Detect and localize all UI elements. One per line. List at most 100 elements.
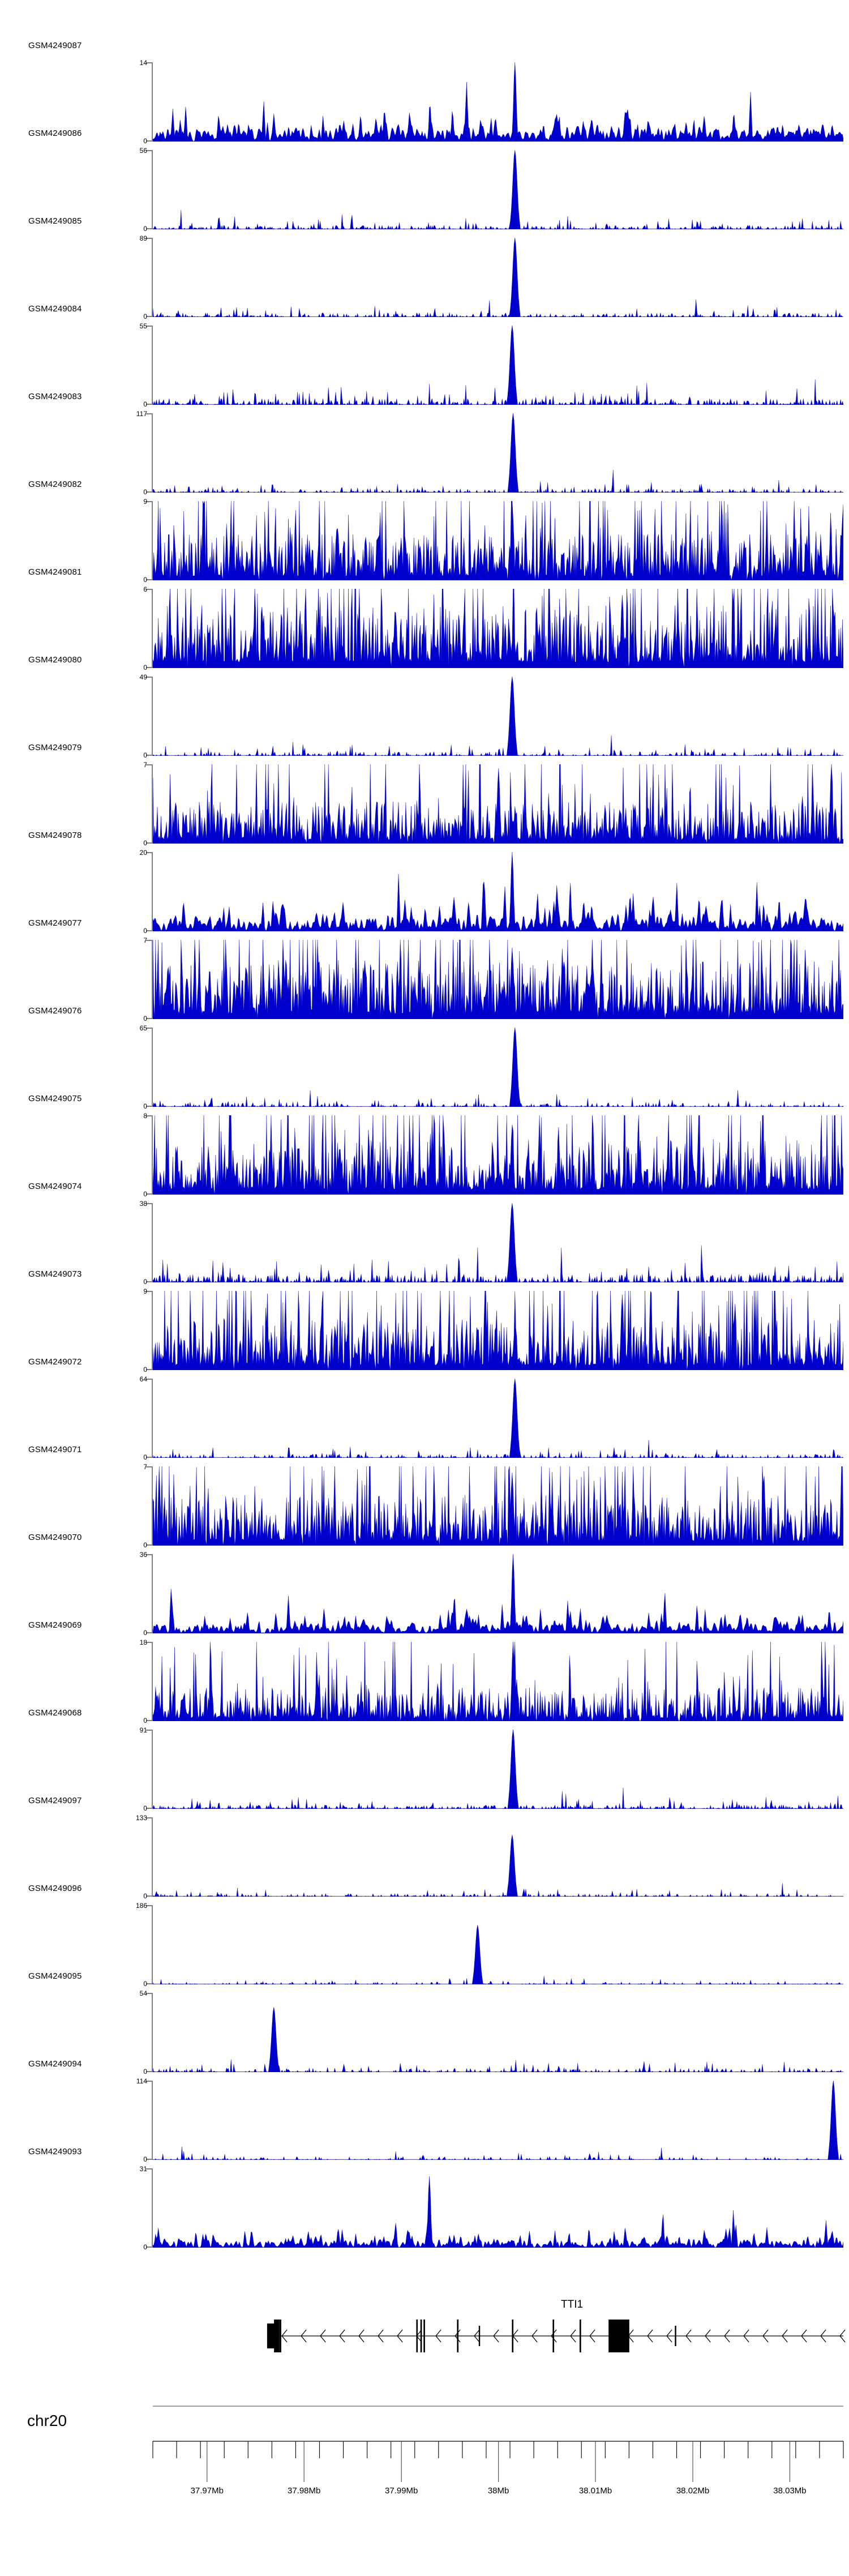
coverage-track[interactable]: GSM4249079 7 0 [0,743,849,846]
coverage-track[interactable]: GSM4249097 133 0 [0,1796,849,1899]
coverage-track[interactable]: GSM4249094 114 0 [0,2059,849,2163]
y-axis-tick-min [146,1193,153,1195]
signal-plot[interactable] [153,1642,843,1721]
track-label-gsm4249079: GSM4249079 [28,743,82,752]
signal-plot[interactable] [153,677,843,756]
coverage-track[interactable]: GSM4249074 38 0 [0,1182,849,1285]
coverage-area [153,238,843,317]
strand-arrow [435,2329,441,2343]
signal-plot[interactable] [153,1554,843,1633]
coverage-track[interactable]: GSM4249082 9 0 [0,480,849,583]
signal-plot[interactable] [153,62,843,142]
chromosome-axis-panel: chr20 37.97Mb 37.98Mb 37.99Mb 38Mb 38.01Mb 38… [0,2389,849,2514]
y-axis-min-label: 0 [143,2155,147,2163]
track-label-gsm4249082: GSM4249082 [28,480,82,489]
axis-tick-label: 38.02Mb [676,2486,709,2496]
coverage-track[interactable]: GSM4249078 20 0 [0,831,849,934]
y-axis: 56 0 [140,147,155,232]
signal-plot[interactable] [153,326,843,405]
signal-plot[interactable] [153,852,843,931]
signal-plot[interactable] [153,238,843,317]
y-axis-line [152,1028,153,1107]
coverage-track[interactable]: GSM4249071 7 0 [0,1445,849,1548]
coverage-track[interactable]: GSM4249083 117 0 [0,392,849,495]
y-axis-tick-max [146,2081,153,2082]
coverage-area [153,1730,843,1809]
coverage-track[interactable]: GSM4249075 8 0 [0,1094,849,1197]
coverage-track[interactable]: GSM4249076 65 0 [0,1006,849,1110]
coverage-track[interactable]: GSM4249093 31 0 [0,2147,849,2250]
signal-plot[interactable] [153,1730,843,1809]
strand-arrow [531,2329,538,2343]
y-axis-tick-max [146,1730,153,1731]
y-axis-tick-min [146,842,153,844]
coverage-track[interactable]: GSM4249077 7 0 [0,918,849,1022]
signal-plot[interactable] [153,940,843,1019]
signal-plot[interactable] [153,2081,843,2160]
signal-plot[interactable] [153,1466,843,1546]
coverage-track[interactable]: GSM4249086 56 0 [0,129,849,232]
signal-plot[interactable] [153,1993,843,2072]
y-axis-max-label: 20 [139,849,147,857]
signal-plot[interactable] [153,589,843,668]
y-axis-tick-min [146,2071,153,2072]
y-axis-line [152,940,153,1019]
signal-plot[interactable] [153,1115,843,1195]
coverage-track[interactable]: GSM4249081 6 0 [0,567,849,671]
y-axis-line [152,1554,153,1633]
track-label-gsm4249084: GSM4249084 [28,304,82,314]
signal-plot[interactable] [153,501,843,580]
y-axis-max-label: 65 [139,1024,147,1032]
strand-arrow [820,2329,826,2343]
signal-plot[interactable] [153,1817,843,1897]
y-axis-tick-max [146,1291,153,1292]
strand-arrow [589,2329,595,2343]
strand-arrow [281,2329,288,2343]
coverage-area [153,1642,843,1721]
gene-model-track[interactable]: TTI1 [0,2282,849,2372]
y-axis-max-label: 49 [139,673,147,681]
signal-plot[interactable] [153,1905,843,1984]
coverage-track[interactable]: GSM4249087 14 0 [0,41,849,144]
exon [423,2320,425,2352]
coverage-track[interactable]: GSM4249073 9 0 [0,1269,849,1373]
y-axis-tick-max [146,1466,153,1467]
signal-plot[interactable] [153,1291,843,1370]
track-label-gsm4249068: GSM4249068 [28,1708,82,1718]
signal-plot[interactable] [153,150,843,229]
signal-plot[interactable] [153,1028,843,1107]
y-axis: 186 0 [136,1902,155,1987]
y-axis-tick-max [146,238,153,239]
coverage-track[interactable]: GSM4249095 54 0 [0,1971,849,2075]
coverage-track[interactable]: GSM4249072 64 0 [0,1357,849,1461]
coverage-track[interactable]: GSM4249069 18 0 [0,1620,849,1724]
y-axis-max-label: 114 [136,2077,147,2085]
track-label-gsm4249094: GSM4249094 [28,2059,82,2069]
coverage-track[interactable]: GSM4249070 36 0 [0,1533,849,1636]
coverage-track[interactable]: GSM4249096 186 0 [0,1884,849,1987]
strand-arrow [647,2329,653,2343]
y-axis-tick-max [146,1642,153,1643]
signal-plot[interactable] [153,1379,843,1458]
y-axis-min-label: 0 [143,1366,147,1373]
signal-plot[interactable] [153,1203,843,1282]
signal-plot[interactable] [153,764,843,844]
coverage-area [153,940,843,1019]
y-axis-max-label: 7 [143,1463,147,1471]
coverage-track[interactable]: GSM4249085 89 0 [0,216,849,320]
coverage-area [153,1115,843,1195]
gene-model-svg: TTI1 [267,2299,846,2352]
signal-plot[interactable] [153,2168,843,2248]
exon [512,2320,514,2352]
track-label-gsm4249087: GSM4249087 [28,41,82,50]
signal-plot[interactable] [153,413,843,493]
coverage-track[interactable]: GSM4249084 55 0 [0,304,849,408]
y-axis: 65 0 [140,1025,155,1110]
exon [274,2320,280,2352]
y-axis-line [152,2081,153,2160]
coverage-track[interactable]: GSM4249068 91 0 [0,1708,849,1812]
coverage-track[interactable]: GSM4249080 49 0 [0,655,849,759]
